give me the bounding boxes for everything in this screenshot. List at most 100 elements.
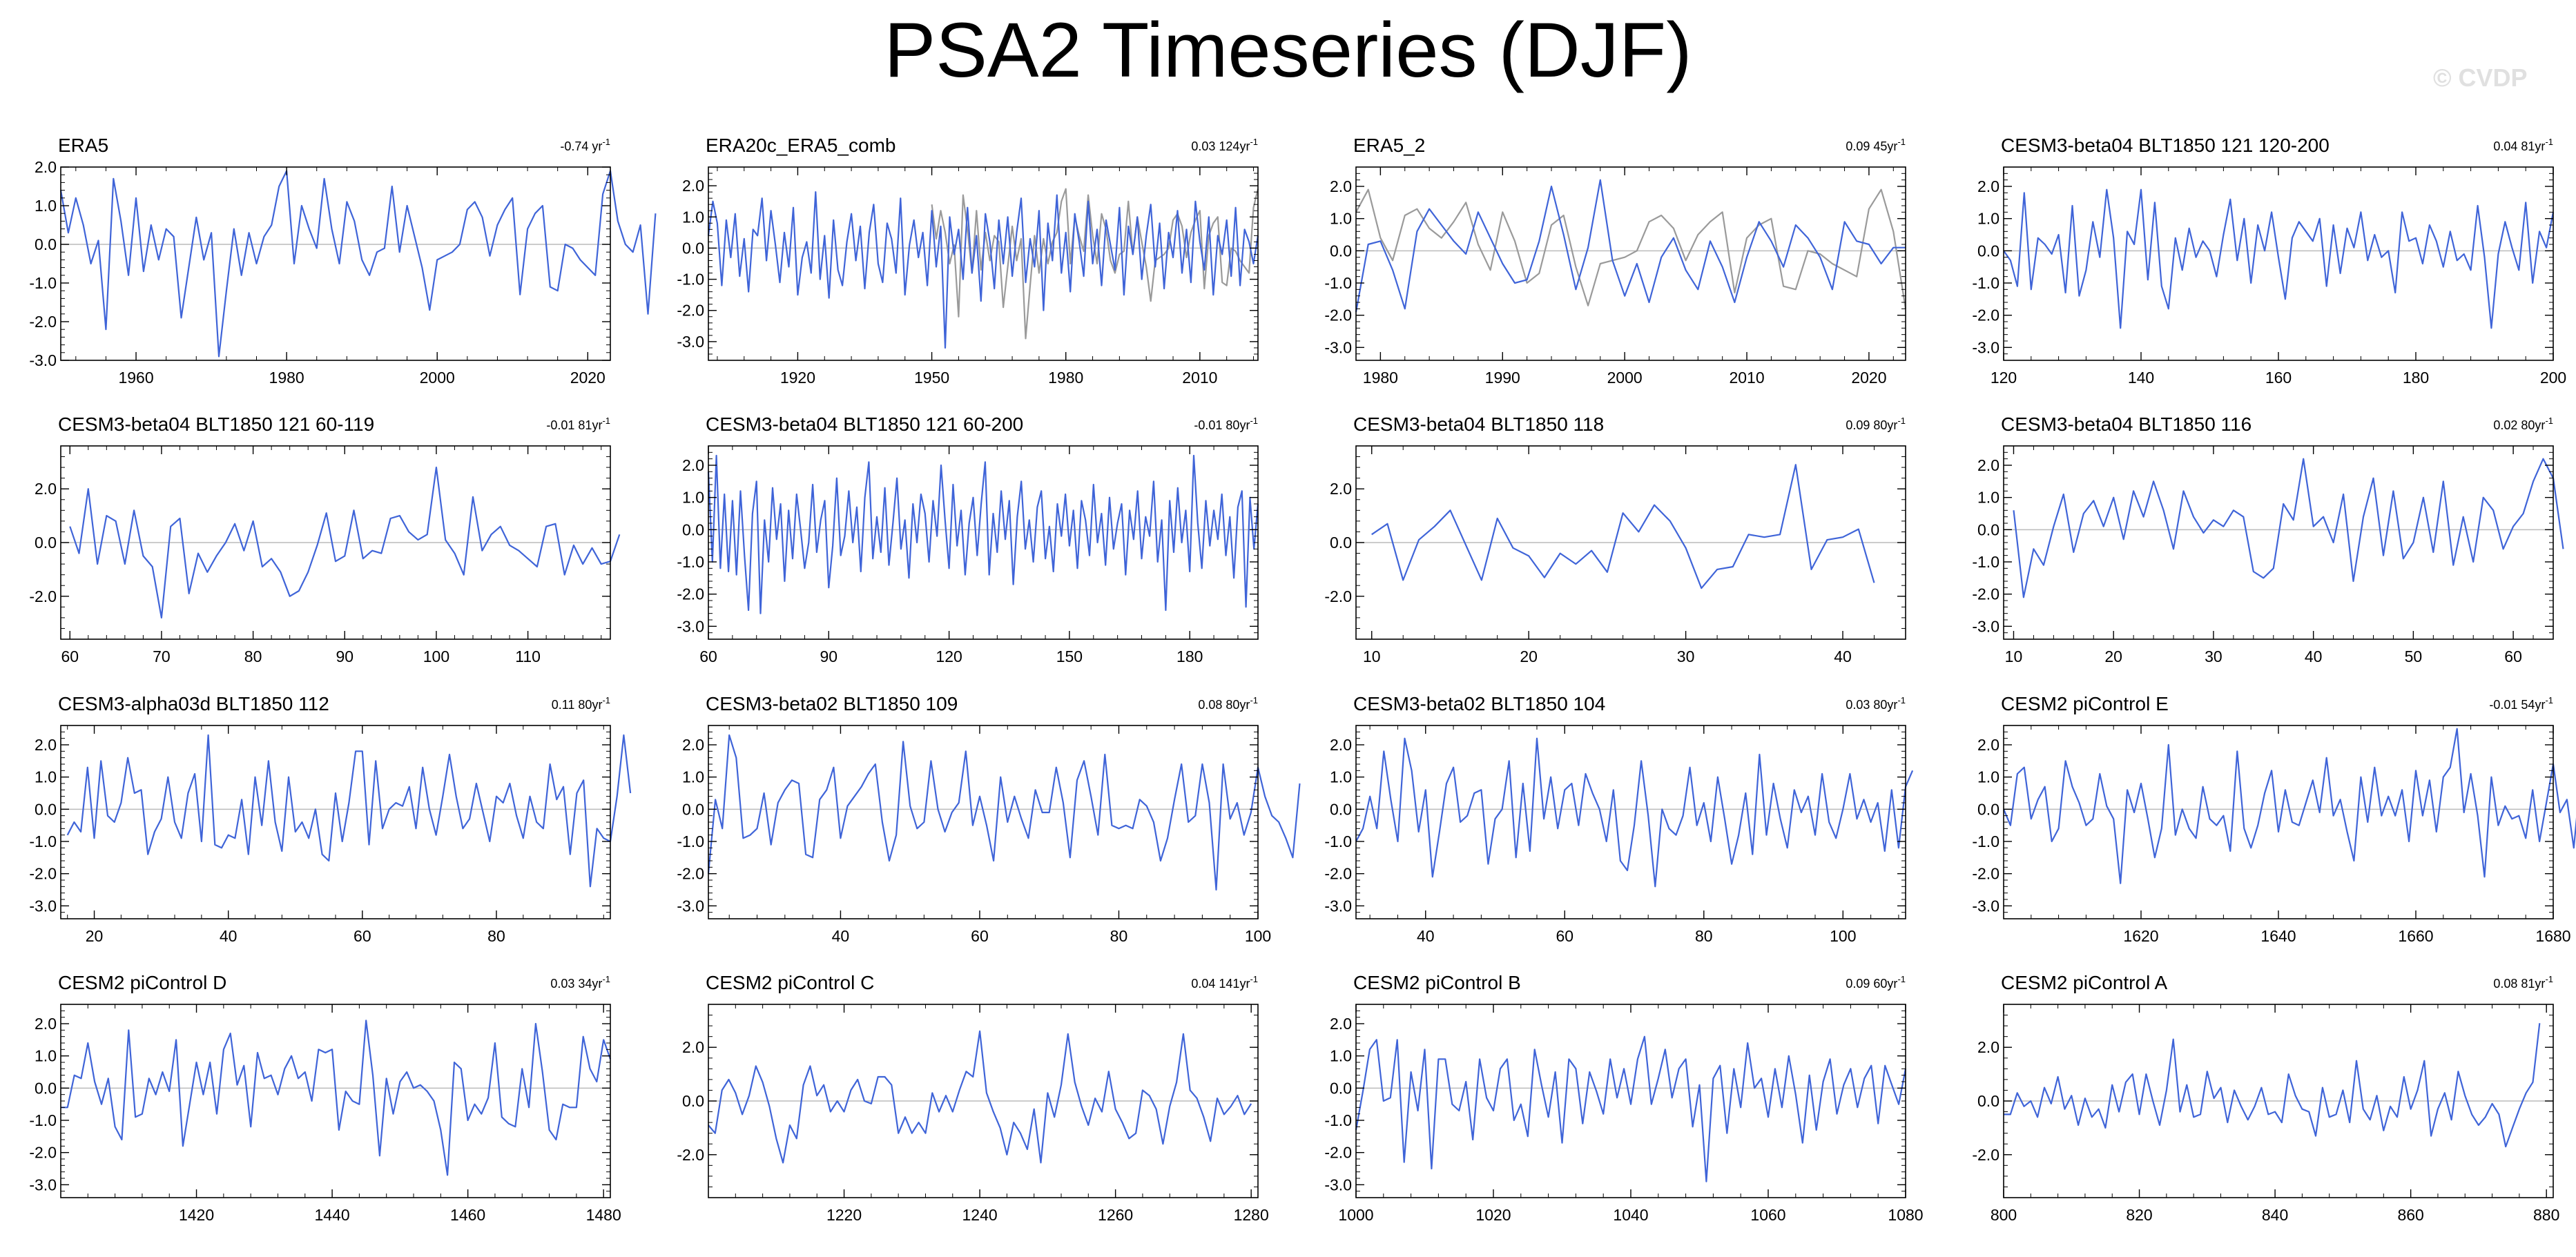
y-tick-label: 2.0 <box>1977 456 1999 474</box>
x-tick-label: 100 <box>1245 927 1271 945</box>
x-tick-label: 1980 <box>1363 369 1398 387</box>
y-tick-label: 1.0 <box>1330 1047 1352 1065</box>
y-tick-label: 0.0 <box>682 1092 704 1110</box>
x-tick-label: 820 <box>2126 1206 2152 1224</box>
y-tick-label: -1.0 <box>1972 274 1999 292</box>
x-tick-label: 40 <box>1834 647 1852 665</box>
y-tick-label: 2.0 <box>1977 1038 1999 1056</box>
x-tick-label: 40 <box>2305 647 2323 665</box>
trend-exponent: -1 <box>602 137 610 147</box>
x-tick-label: 2010 <box>1182 369 1217 387</box>
x-tick-label: 100 <box>423 647 449 665</box>
x-tick-label: 2020 <box>1851 369 1886 387</box>
trend-value: 0.03 34yr <box>550 977 602 991</box>
y-tick-label: -1.0 <box>1972 553 1999 571</box>
y-tick-label: 2.0 <box>682 177 704 195</box>
x-tick-label: 90 <box>336 647 354 665</box>
y-tick-label: 1.0 <box>1977 489 1999 507</box>
y-tick-label: -2.0 <box>1972 1146 1999 1164</box>
y-tick-label: -1.0 <box>1324 832 1352 850</box>
y-tick-label: 2.0 <box>1977 736 1999 754</box>
series-line-primary <box>1355 1035 1907 1182</box>
y-tick-label: -2.0 <box>1972 585 1999 603</box>
y-tick-label: 2.0 <box>35 158 57 176</box>
x-tick-label: 1920 <box>780 369 815 387</box>
x-tick-label: 1000 <box>1338 1206 1373 1224</box>
trend-value: 0.03 80yr <box>1846 698 1897 712</box>
x-tick-label: 80 <box>1695 927 1713 945</box>
y-tick-label: 2.0 <box>35 1015 57 1033</box>
y-tick-label: -1.0 <box>29 274 57 292</box>
trend-exponent: -1 <box>2545 695 2553 705</box>
y-tick-label: -2.0 <box>1972 306 1999 324</box>
x-tick-label: 1660 <box>2398 927 2433 945</box>
x-tick-label: 1640 <box>2260 927 2296 945</box>
x-tick-label: 80 <box>1110 927 1128 945</box>
x-tick-label: 1460 <box>450 1206 485 1224</box>
plot-frame <box>60 725 611 919</box>
chart-panel-9: CESM3-alpha03d BLT1850 112 0.11 80yr-1 2.0… <box>29 693 632 945</box>
series-line-primary <box>2013 458 2564 598</box>
x-tick-label: 2000 <box>420 369 455 387</box>
y-tick-label: 2.0 <box>682 456 704 474</box>
x-tick-label: 40 <box>832 927 850 945</box>
y-tick-label: 0.0 <box>682 239 704 257</box>
y-tick-label: 0.0 <box>682 520 704 538</box>
x-tick-label: 10 <box>1363 647 1381 665</box>
chart-panel-2: ERA20c_ERA5_comb 0.03 124yr-1 2.0 1.0 0.0 -1.… <box>677 135 1259 387</box>
chart-panel-13: CESM2 piControl D 0.03 34yr-1 2.0 1.0 0.0 -1.… <box>29 972 621 1224</box>
y-tick-label: 2.0 <box>682 1038 704 1056</box>
chart-panel-10: CESM3-beta02 BLT1850 109 0.08 80yr-1 2.0 1.… <box>677 693 1301 945</box>
y-tick-label: 0.0 <box>1977 800 1999 818</box>
trend-value: 0.11 80yr <box>552 698 603 712</box>
x-tick-label: 20 <box>2104 647 2122 665</box>
chart-panel-16: CESM2 piControl A 0.08 81yr-1 2.0 0.0 -2.0 80… <box>1972 972 2559 1224</box>
y-tick-label: 1.0 <box>35 1047 57 1065</box>
y-tick-label: -3.0 <box>1972 338 1999 356</box>
trend-value: 0.08 80yr <box>1198 698 1250 712</box>
series-line-primary <box>69 466 621 619</box>
trend-exponent: -1 <box>602 416 610 426</box>
chart-panel-11: CESM3-beta02 BLT1850 104 0.03 80yr-1 2.0 1.… <box>1324 693 1914 945</box>
chart-panel-12: CESM2 piControl E -0.01 54yr-1 2.0 1.0 0.0 -1… <box>1972 693 2576 945</box>
y-tick-label: -2.0 <box>677 865 704 883</box>
series-line-primary <box>708 1030 1252 1164</box>
series-line-primary <box>707 191 1259 349</box>
panel-title: CESM3-beta02 BLT1850 109 <box>706 693 958 714</box>
trend-label: -0.01 80yr-1 <box>1194 416 1258 432</box>
trend-value: 0.02 80yr <box>2493 418 2545 432</box>
y-tick-label: 0.0 <box>1977 1092 1999 1110</box>
plot-frame <box>1355 725 1906 919</box>
x-tick-label: 60 <box>2504 647 2522 665</box>
panel-title: CESM2 piControl A <box>2001 972 2168 993</box>
trend-value: 0.09 45yr <box>1846 139 1897 153</box>
plot-frame <box>2003 445 2554 640</box>
trend-exponent: -1 <box>602 974 610 984</box>
trend-value: -0.01 81yr <box>546 418 602 432</box>
x-tick-label: 1060 <box>1750 1206 1785 1224</box>
x-tick-label: 160 <box>2265 369 2292 387</box>
y-tick-label: -3.0 <box>1324 1176 1352 1193</box>
y-tick-label: 2.0 <box>1330 736 1352 754</box>
trend-exponent: -1 <box>1250 416 1258 426</box>
panel-title: CESM3-beta04 BLT1850 116 <box>2001 413 2251 435</box>
y-tick-label: 2.0 <box>682 736 704 754</box>
y-tick-label: -3.0 <box>677 897 704 915</box>
trend-exponent: -1 <box>1250 695 1258 705</box>
panel-title: ERA20c_ERA5_comb <box>706 135 895 156</box>
trend-label: -0.01 54yr-1 <box>2489 695 2553 712</box>
trend-value: 0.04 141yr <box>1191 977 1250 991</box>
trend-label: 0.08 81yr-1 <box>2493 974 2553 991</box>
y-tick-label: -3.0 <box>1324 897 1352 915</box>
trend-label: -0.74 yr-1 <box>560 137 610 153</box>
y-tick-label: 0.0 <box>35 800 57 818</box>
x-tick-label: 200 <box>2540 369 2566 387</box>
trend-exponent: -1 <box>1897 416 1906 426</box>
x-tick-label: 60 <box>971 927 989 945</box>
y-tick-label: 2.0 <box>1330 1015 1352 1033</box>
series-line-primary <box>707 454 1259 614</box>
x-tick-label: 1420 <box>179 1206 214 1224</box>
x-tick-label: 1620 <box>2123 927 2158 945</box>
panel-title: CESM3-beta04 BLT1850 118 <box>1353 413 1604 435</box>
x-tick-label: 40 <box>220 927 238 945</box>
